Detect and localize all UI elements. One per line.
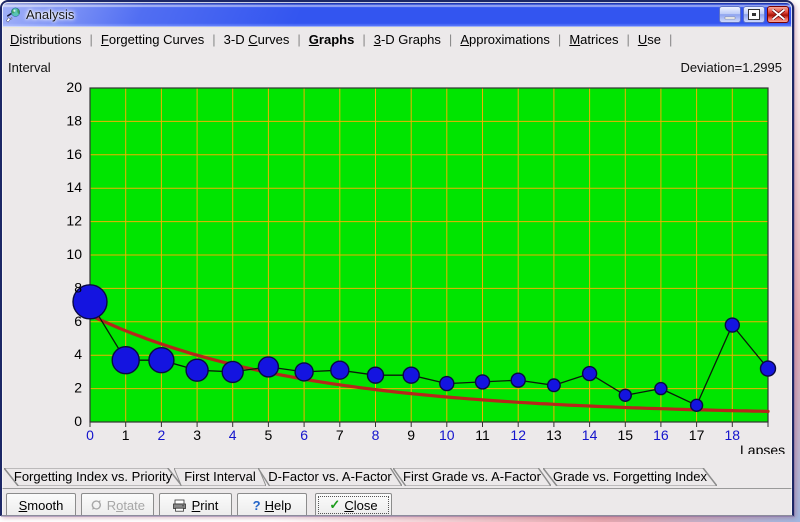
svg-text:10: 10 — [66, 246, 82, 262]
svg-text:10: 10 — [439, 427, 455, 443]
svg-text:20: 20 — [66, 79, 82, 95]
svg-text:16: 16 — [653, 427, 669, 443]
svg-text:3: 3 — [193, 427, 201, 443]
svg-text:15: 15 — [618, 427, 634, 443]
svg-text:6: 6 — [74, 313, 82, 329]
svg-text:0: 0 — [74, 413, 82, 429]
svg-text:11: 11 — [475, 427, 490, 443]
svg-text:9: 9 — [407, 427, 415, 443]
svg-text:6: 6 — [300, 427, 308, 443]
svg-text:2: 2 — [74, 380, 82, 396]
svg-text:4: 4 — [74, 346, 82, 362]
svg-text:Lapses: Lapses — [740, 442, 785, 454]
svg-text:14: 14 — [66, 179, 82, 195]
svg-text:8: 8 — [74, 279, 82, 295]
svg-text:17: 17 — [689, 427, 705, 443]
svg-text:12: 12 — [66, 213, 82, 229]
svg-text:0: 0 — [86, 427, 94, 443]
svg-text:18: 18 — [725, 427, 741, 443]
svg-text:13: 13 — [546, 427, 562, 443]
svg-text:1: 1 — [122, 427, 130, 443]
svg-text:14: 14 — [582, 427, 598, 443]
svg-text:8: 8 — [372, 427, 380, 443]
svg-text:18: 18 — [66, 112, 82, 128]
svg-text:16: 16 — [66, 146, 82, 162]
svg-text:4: 4 — [229, 427, 237, 443]
svg-text:12: 12 — [510, 427, 526, 443]
svg-text:5: 5 — [265, 427, 273, 443]
svg-text:2: 2 — [158, 427, 166, 443]
svg-text:7: 7 — [336, 427, 344, 443]
